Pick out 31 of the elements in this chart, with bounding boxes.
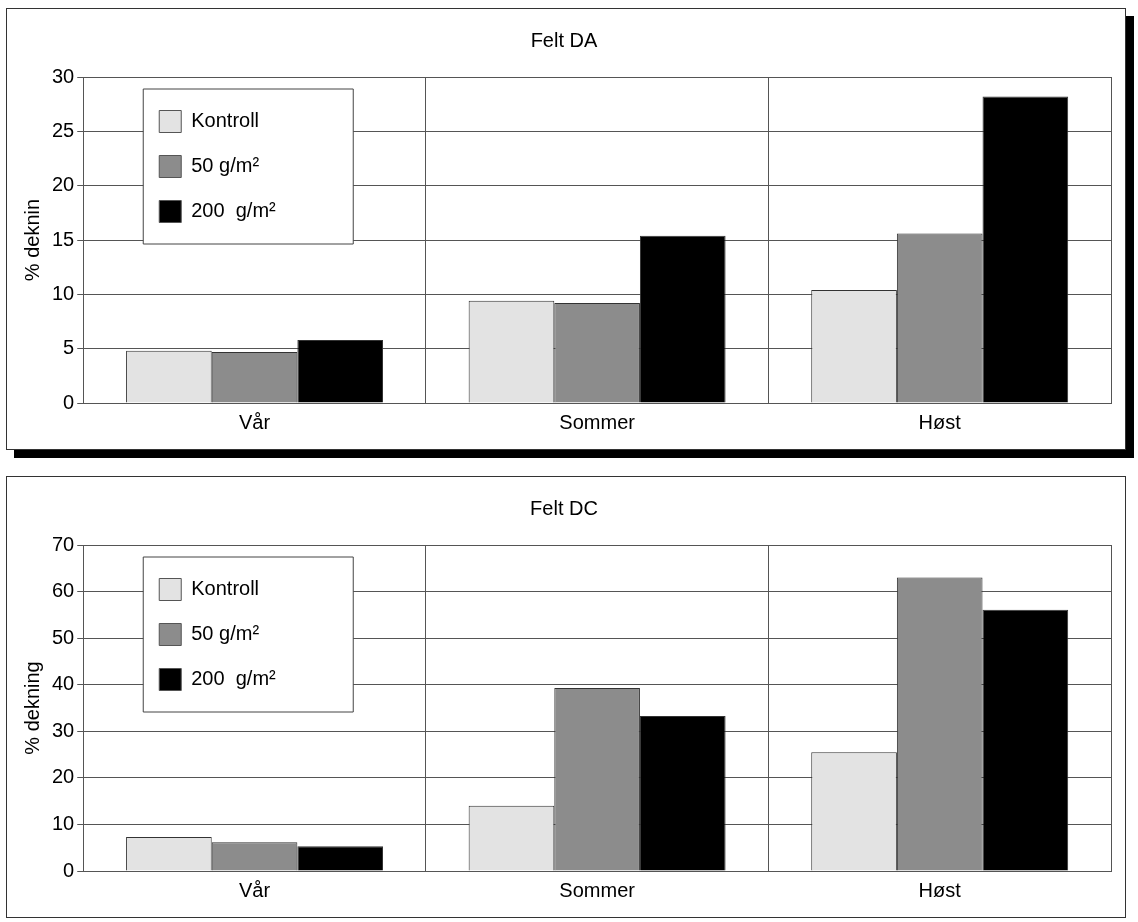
y-tick-label: 30 <box>52 718 75 741</box>
y-axis-title: % deknin <box>20 198 43 282</box>
x-tick-label: Vår <box>238 410 271 433</box>
legend-label: Kontroll <box>191 109 260 132</box>
legend-label: 50 g/m² <box>191 622 260 645</box>
y-tick-label: 60 <box>52 579 75 602</box>
y-tick-label: 5 <box>63 336 75 359</box>
x-tick-label: Sommer <box>559 878 636 901</box>
x-tick-label: Vår <box>238 878 271 901</box>
y-tick-label: 20 <box>52 173 75 196</box>
legend-label: 200 g/m² <box>191 667 277 690</box>
y-tick-label: 0 <box>63 390 75 413</box>
y-tick-label: 20 <box>52 765 75 788</box>
y-tick-label: 40 <box>52 672 75 695</box>
y-tick-label: 10 <box>52 811 75 834</box>
y-tick-label: 0 <box>63 858 75 881</box>
y-tick-label: 70 <box>52 532 75 555</box>
y-tick-label: 10 <box>52 281 75 304</box>
y-tick-label: 15 <box>52 227 75 250</box>
legend-label: 50 g/m² <box>191 154 260 177</box>
y-tick-label: 50 <box>52 625 75 648</box>
y-axis-title: % dekning <box>20 661 43 755</box>
y-tick-label: 30 <box>52 64 75 87</box>
x-tick-label: Sommer <box>559 410 636 433</box>
x-tick-label: Høst <box>918 410 962 433</box>
chart-title: Felt DC <box>530 496 598 519</box>
legend-label: 200 g/m² <box>191 199 277 222</box>
legend-label: Kontroll <box>191 577 260 600</box>
x-tick-label: Høst <box>918 878 962 901</box>
chart-title: Felt DA <box>530 28 598 51</box>
y-tick-label: 25 <box>52 118 75 141</box>
